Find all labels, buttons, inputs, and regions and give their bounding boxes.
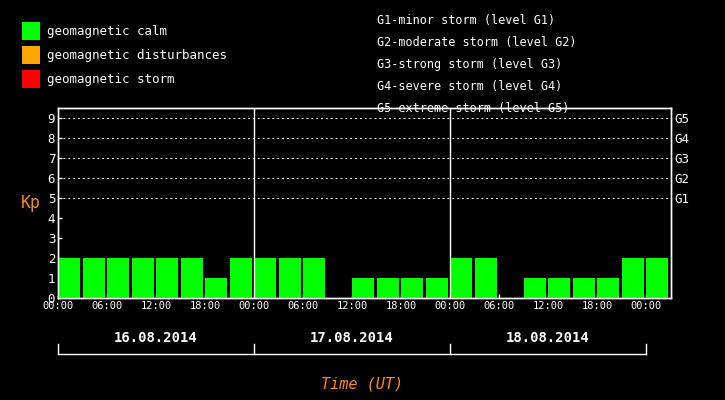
- Bar: [376, 278, 399, 298]
- Text: G3-strong storm (level G3): G3-strong storm (level G3): [377, 58, 563, 71]
- Bar: [597, 278, 619, 298]
- Text: G4-severe storm (level G4): G4-severe storm (level G4): [377, 80, 563, 93]
- Bar: [450, 258, 472, 298]
- Text: geomagnetic storm: geomagnetic storm: [47, 72, 175, 86]
- Bar: [573, 278, 594, 298]
- Text: geomagnetic disturbances: geomagnetic disturbances: [47, 48, 227, 62]
- Text: 17.08.2014: 17.08.2014: [310, 331, 394, 345]
- Bar: [156, 258, 178, 298]
- Text: G2-moderate storm (level G2): G2-moderate storm (level G2): [377, 36, 576, 49]
- Text: 18.08.2014: 18.08.2014: [506, 331, 590, 345]
- Bar: [131, 258, 154, 298]
- Text: Time (UT): Time (UT): [321, 376, 404, 392]
- Bar: [58, 258, 80, 298]
- Bar: [621, 258, 644, 298]
- Bar: [83, 258, 104, 298]
- Text: G5-extreme storm (level G5): G5-extreme storm (level G5): [377, 102, 569, 115]
- Bar: [278, 258, 301, 298]
- Text: G1-minor storm (level G1): G1-minor storm (level G1): [377, 14, 555, 27]
- Bar: [548, 278, 570, 298]
- Bar: [646, 258, 668, 298]
- Bar: [303, 258, 325, 298]
- Bar: [107, 258, 129, 298]
- Bar: [352, 278, 374, 298]
- Bar: [401, 278, 423, 298]
- Bar: [205, 278, 227, 298]
- Text: 16.08.2014: 16.08.2014: [114, 331, 198, 345]
- Bar: [475, 258, 497, 298]
- Bar: [523, 278, 546, 298]
- Bar: [426, 278, 447, 298]
- Bar: [230, 258, 252, 298]
- Bar: [254, 258, 276, 298]
- Bar: [181, 258, 202, 298]
- Text: geomagnetic calm: geomagnetic calm: [47, 24, 167, 38]
- Text: Kp: Kp: [20, 194, 41, 212]
